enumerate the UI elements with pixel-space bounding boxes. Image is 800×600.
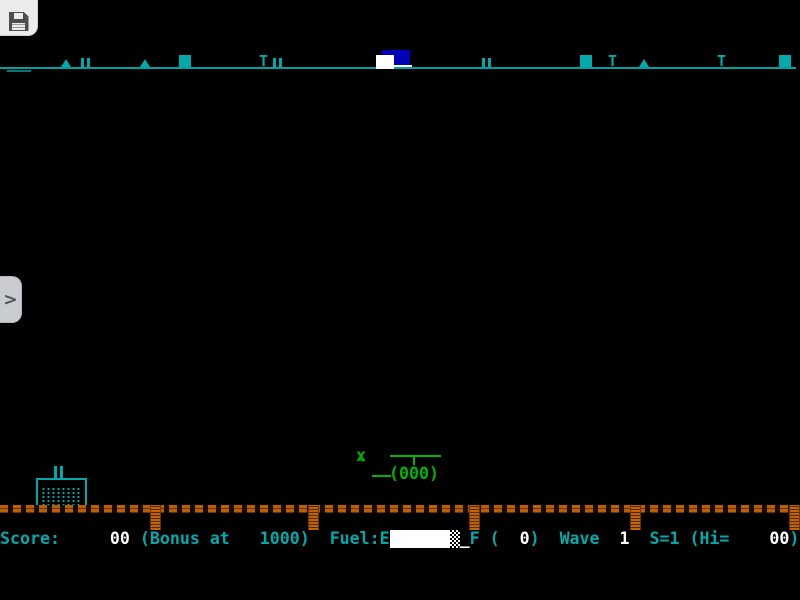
minimap-tree-icon	[639, 59, 649, 67]
building-chimney	[54, 466, 57, 479]
ground-strip	[0, 505, 800, 513]
minimap-towers-icon	[482, 58, 491, 67]
minimap-towers-icon	[81, 58, 90, 67]
lander-tail-line	[372, 475, 391, 477]
lander-lower-char: `	[357, 457, 367, 476]
minimap-tree-icon	[140, 59, 150, 67]
minimap-player-marker	[376, 55, 394, 69]
status-text-segment: 00	[769, 529, 790, 548]
status-text-segment: _	[459, 529, 470, 548]
minimap-block-icon	[179, 55, 191, 67]
minimap-block-icon	[580, 55, 592, 67]
ground-post	[308, 505, 319, 530]
lander-rotor-mast	[413, 456, 415, 465]
status-text-segment: 1	[619, 529, 630, 548]
lander-rotor-bar	[390, 455, 441, 457]
fuel-gauge-dither	[449, 530, 460, 548]
minimap-turret-icon: T	[608, 52, 618, 70]
status-text-segment: (Bonus at 1000) Fuel:E	[129, 529, 390, 548]
minimap-turret-icon: T	[717, 52, 727, 70]
ground-post	[789, 505, 800, 530]
building-dot-fill	[41, 487, 82, 509]
sidebar-toggle-button[interactable]: >	[0, 276, 22, 323]
minimap-block-icon	[779, 55, 791, 67]
status-text-segment: 0	[519, 529, 530, 548]
status-text-segment: F (	[469, 529, 520, 548]
fuel-gauge-fill	[389, 530, 450, 548]
status-bar: Score: 00 (Bonus at 1000) Fuel:E _ F ( 0) …	[0, 529, 800, 549]
ground-post	[469, 505, 480, 530]
chevron-right-icon: >	[3, 289, 18, 310]
floppy-disk-icon	[8, 12, 29, 31]
status-text-segment: )	[789, 529, 800, 548]
save-button[interactable]	[0, 0, 38, 36]
status-text-segment: S=1 (Hi=	[629, 529, 770, 548]
ground-post	[150, 505, 161, 530]
lander-body-label: (000)	[389, 464, 439, 483]
minimap-towers-icon	[273, 58, 282, 67]
minimap-terrain-step	[7, 70, 31, 72]
minimap-turret-icon: T	[259, 52, 269, 70]
building-chimney	[60, 466, 63, 479]
minimap-terrain-line	[0, 67, 796, 69]
status-text-segment: ) Wave	[529, 529, 620, 548]
ground-post	[630, 505, 641, 530]
minimap-tree-icon	[61, 59, 71, 67]
lander-left-char: x	[356, 446, 366, 465]
status-text-segment: Score:	[0, 529, 110, 548]
status-text-segment: 00	[109, 529, 130, 548]
minimap-player-trail	[393, 65, 412, 67]
fuel-gauge	[389, 530, 460, 548]
